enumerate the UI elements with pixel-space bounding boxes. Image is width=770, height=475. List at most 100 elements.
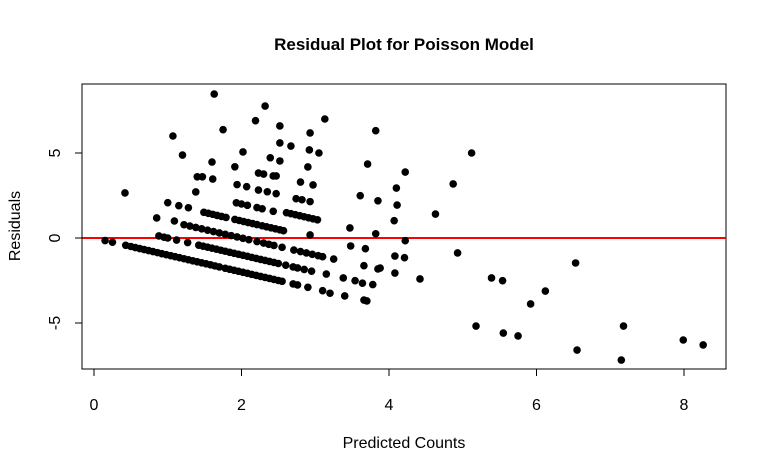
data-point [679,336,688,344]
data-point [293,264,302,272]
data-point [276,157,284,165]
data-point [326,289,334,298]
data-point [293,281,302,289]
data-point [251,116,260,125]
data-point [571,259,580,267]
data-point [374,196,382,205]
data-point [617,356,626,364]
data-point [305,146,314,154]
data-point [339,274,348,282]
points-group [101,90,707,364]
data-point [699,341,707,349]
data-point [243,201,252,210]
data-point [215,263,224,271]
data-point [371,229,380,238]
data-point [259,170,268,178]
data-point [178,151,187,159]
data-point [210,90,219,98]
data-point [296,178,305,186]
data-point [309,181,317,189]
data-point [315,149,323,157]
data-point [358,279,367,288]
data-point [300,265,308,274]
data-point [222,213,230,222]
data-point [306,231,314,239]
data-point [258,204,266,213]
data-point [278,277,286,286]
data-point [263,187,272,196]
x-axis: 0 2 4 6 8 [90,368,689,414]
data-point [254,186,263,194]
data-point [261,102,269,110]
data-point [321,115,329,123]
data-point [253,237,261,246]
data-point [292,194,300,203]
data-point [360,261,368,270]
data-point [322,270,331,278]
data-point [180,220,188,229]
data-point [172,236,181,244]
data-point [191,188,200,196]
data-point [121,189,129,197]
data-point [272,172,280,180]
data-point [449,180,457,188]
data-point [237,200,246,208]
data-point [175,201,183,210]
data-point [208,158,216,166]
data-point [296,247,305,256]
data-point [498,276,507,285]
data-point [245,235,253,244]
data-point [186,222,194,230]
data-point [184,203,193,212]
x-axis-label: Predicted Counts [343,435,466,452]
data-point [108,238,117,247]
data-point [270,241,278,250]
y-axis-label: Residuals [7,191,24,261]
data-point [431,210,440,218]
data-point [526,300,535,308]
data-point [499,329,508,337]
data-point [163,234,172,242]
data-point [400,253,409,262]
data-point [231,162,239,171]
data-point [346,224,354,232]
data-point [392,184,401,192]
data-point [272,189,280,198]
x-tick-label: 6 [532,397,541,414]
data-point [233,233,241,241]
data-point [101,236,109,245]
data-point [219,125,227,134]
x-tick-label: 0 [90,397,99,414]
data-point [401,236,410,245]
data-point [371,126,380,135]
data-point [208,175,217,183]
data-point [278,243,286,252]
y-axis: -5 0 5 [47,148,83,330]
data-point [266,153,275,162]
x-tick-label: 4 [385,397,394,414]
data-point [221,230,230,239]
data-point [302,249,311,257]
data-point [541,287,550,295]
data-point [318,286,327,295]
data-point [391,269,399,277]
data-point [203,226,212,234]
data-point [307,267,316,275]
data-point [363,160,372,168]
data-point [313,216,322,224]
data-point [416,275,424,283]
data-point [306,197,314,206]
data-point [368,280,377,289]
data-point [391,252,399,260]
data-point [191,223,200,232]
data-point [198,173,207,181]
data-point [183,238,192,247]
data-point [351,276,359,285]
data-point [290,246,298,254]
y-tick-label: 0 [47,233,64,242]
data-point [340,292,349,300]
x-tick-label: 8 [680,397,689,414]
data-point [279,226,288,235]
data-point [169,132,177,140]
